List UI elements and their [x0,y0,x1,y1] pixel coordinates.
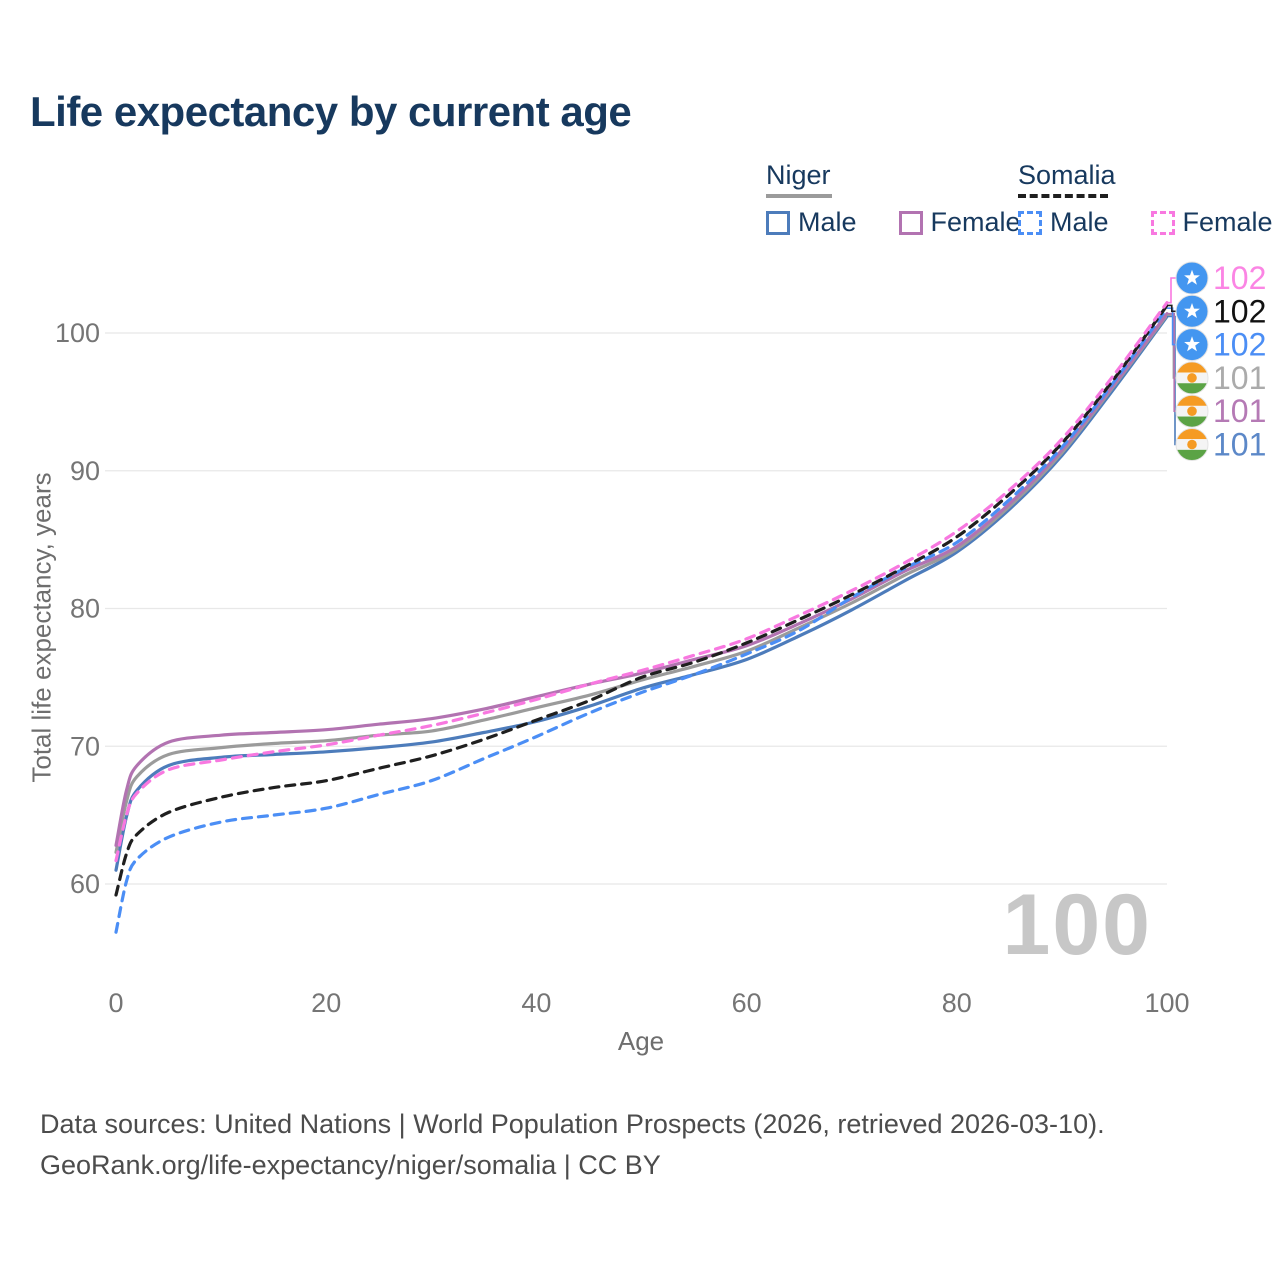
age-counter-watermark: 100 [1002,877,1152,973]
y-axis-title: Total life expectancy, years [26,472,57,783]
footer-data-sources: Data sources: United Nations | World Pop… [40,1109,1105,1139]
legend-item-somalia-female[interactable]: Female [1150,207,1273,238]
legend-swatch-niger-male[interactable] [766,210,790,235]
flag-icon-niger [1175,394,1209,428]
legend-country-niger: Niger [766,160,831,190]
end-label-niger-male: 101 [1213,427,1266,463]
y-tick-label: 80 [70,594,100,624]
y-tick-label: 100 [55,318,100,348]
line-niger-both-sexes[interactable] [114,313,1169,854]
legend-line-sample-somalia [1018,194,1108,198]
end-label-somalia-both-sexes: 102 [1213,293,1266,329]
line-niger-male[interactable] [114,314,1169,872]
legend-label-somalia-male: Male [1050,207,1109,237]
legend-item-niger-male[interactable]: Male [766,207,857,238]
x-tick-label: 80 [942,988,972,1018]
leader-line-somalia-female [1167,277,1176,304]
x-tick-label: 0 [108,988,123,1018]
legend-group-somalia: Somalia Male Female [1018,160,1273,238]
flag-icon-somalia [1175,328,1209,362]
x-tick-label: 100 [1144,988,1189,1018]
x-tick-label: 20 [311,988,341,1018]
legend-label-niger-female: Female [930,207,1021,237]
footer: Data sources: United Nations | World Pop… [40,1104,1105,1186]
legend-swatch-niger-female[interactable] [898,210,923,235]
flag-icon-niger [1175,361,1209,395]
footer-attribution: GeoRank.org/life-expectancy/niger/somali… [40,1150,661,1180]
legend-line-sample-niger [766,194,832,198]
leader-line-niger-female [1167,312,1176,412]
end-label-niger-female: 101 [1213,393,1266,429]
legend-swatch-somalia-female[interactable] [1150,210,1175,235]
end-label-somalia-female: 102 [1213,260,1266,296]
line-somalia-male[interactable] [114,306,1169,934]
y-tick-label: 60 [70,869,100,899]
legend-label-niger-male: Male [798,207,857,237]
end-label-niger-both-sexes: 101 [1213,360,1266,396]
line-somalia-female[interactable] [114,301,1169,863]
flag-icon-somalia [1175,261,1209,295]
line-somalia-both-sexes[interactable] [114,303,1169,897]
legend-group-niger: Niger Male Female [766,160,1021,238]
page-title: Life expectancy by current age [30,88,632,135]
legend-label-somalia-female: Female [1182,207,1273,237]
flag-icon-niger [1175,428,1209,461]
y-tick-label: 90 [70,456,100,486]
x-tick-label: 40 [521,988,551,1018]
end-label-somalia-male: 102 [1213,327,1266,363]
legend-swatch-somalia-male[interactable] [1018,210,1042,235]
y-tick-label: 70 [70,731,100,761]
x-axis-title: Age [617,1026,665,1056]
legend-item-niger-female[interactable]: Female [898,207,1021,238]
leader-line-somalia-both-sexes [1167,304,1176,313]
legend-item-somalia-male[interactable]: Male [1018,207,1109,238]
leader-line-somalia-male [1167,307,1176,346]
flag-icon-somalia [1175,294,1209,328]
x-tick-label: 60 [732,988,762,1018]
line-niger-female[interactable] [114,312,1169,847]
legend-country-somalia: Somalia [1018,160,1116,190]
